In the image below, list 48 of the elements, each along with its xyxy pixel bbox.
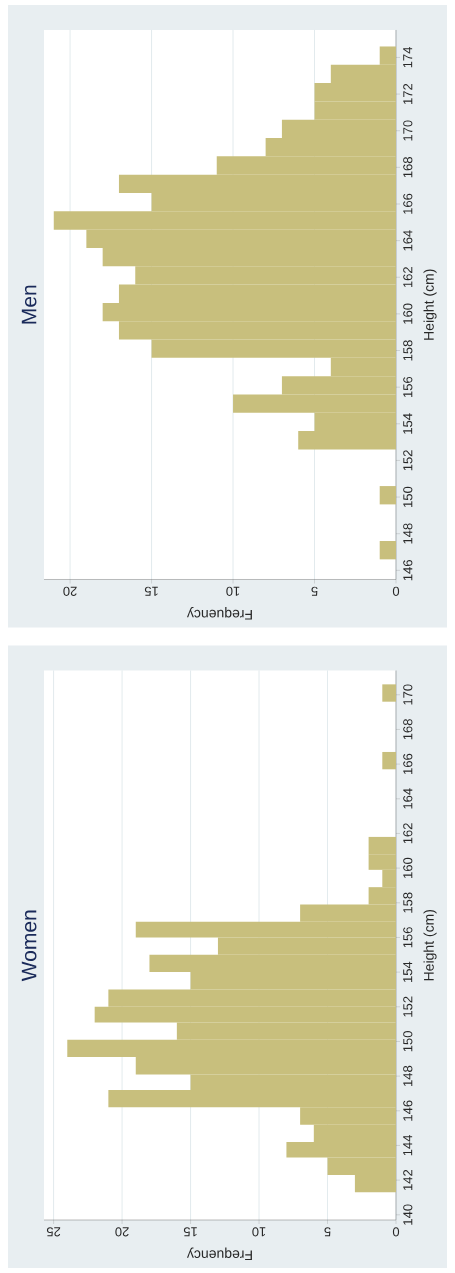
y-tick-label: 140 [403,1204,413,1225]
y-tick-label: 152 [403,450,413,471]
y-tick-label: 158 [403,892,413,913]
y-axis-title: Height (cm) [423,909,437,981]
y-axis-title: Height (cm) [423,269,437,340]
y-tick-label: 168 [403,719,413,740]
y-tick-label: 154 [403,961,413,982]
y-tick-label: 150 [403,1031,413,1052]
y-tick-label: 142 [403,1169,413,1190]
y-tick-label: 146 [403,1100,413,1121]
y-tick-label: 148 [403,1065,413,1086]
x-tick-label: 15 [144,586,158,596]
x-tick-label: 5 [311,586,318,596]
y-tick-label: 150 [403,486,413,507]
y-tick-label: 164 [403,230,413,251]
x-tick-label: 10 [226,586,240,596]
y-tick-label: 166 [403,193,413,214]
text: Men [21,285,37,324]
y-tick-label: 162 [403,267,413,288]
y-tick-label: 158 [403,340,413,361]
y-tick-label: 156 [403,927,413,948]
x-tick-label: 0 [392,1227,400,1237]
y-tick-label: 166 [403,753,413,774]
x-tick-label: 5 [324,1227,331,1237]
x-tick-label: 0 [392,586,400,596]
y-tick-label: 144 [403,1134,413,1156]
x-tick-label: 20 [115,1227,129,1237]
y-tick-label: 170 [403,684,413,705]
x-tick-label: 25 [46,1227,61,1237]
x-tick-label: 20 [63,586,77,596]
y-tick-label: 146 [403,560,413,581]
y-tick-label: 154 [403,413,413,434]
y-tick-label: 152 [403,996,413,1017]
x-axis-title: Frequency [186,607,252,620]
y-tick-label: 148 [403,523,413,544]
x-tick-label: 15 [183,1227,197,1237]
y-tick-label: 162 [403,823,413,844]
y-tick-label: 156 [403,376,413,398]
y-tick-label: 168 [403,157,413,178]
x-tick-label: 10 [252,1227,266,1237]
x-axis-title: Frequency [186,1247,252,1261]
y-tick-label: 160 [403,857,413,878]
y-tick-label: 172 [403,83,413,104]
y-tick-label: 160 [403,303,413,324]
text: Women [21,910,37,982]
y-tick-label: 164 [403,788,413,809]
y-tick-label: 170 [403,120,413,141]
y-tick-label: 174 [403,46,413,68]
